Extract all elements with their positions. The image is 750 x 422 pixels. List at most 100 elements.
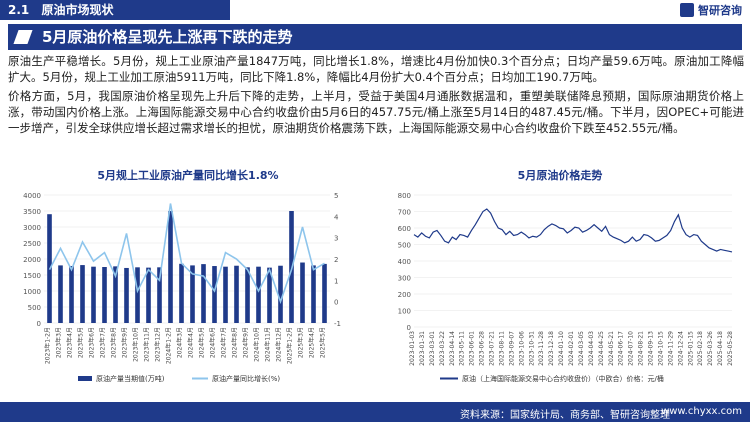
y-right-tick-label: 1 (334, 277, 338, 285)
brand: 智研咨询 (680, 2, 742, 18)
legend-label: 原油（上海国际能源交易中心合约收盘价）（中欧合）价格：元/桶 (462, 374, 664, 383)
y-right-tick-label: 2 (334, 256, 338, 264)
section-title: 原油市场现状 (41, 3, 114, 17)
price-chart: 5月原油价格走势 0 100 200 300 400 500 600 700 800 2023-0… (380, 155, 740, 390)
x-tick-label: 2023年1-2月 (44, 327, 52, 364)
x-tick-label: 2024-02-01 (568, 331, 575, 366)
banner-mark-icon (13, 30, 33, 44)
y-right-tick-label: 3 (334, 235, 338, 243)
bar (157, 267, 162, 323)
headline-title: 5月原油价格呈现先上涨再下跌的走势 (42, 28, 293, 46)
y-right-tick-label: 5 (334, 192, 338, 200)
y-left-tick-label: 1500 (23, 272, 41, 280)
x-tick-label: 2024-09-13 (648, 331, 655, 366)
bar (113, 266, 118, 323)
headline-banner: 5月原油价格呈现先上涨再下跌的走势 (8, 24, 742, 50)
x-tick-label: 2024-03-05 (578, 331, 585, 366)
x-tick-label: 2024年5月 (198, 327, 206, 358)
y-right-tick-label: 4 (334, 213, 339, 221)
bar (146, 267, 151, 323)
x-tick-label: 2025-02-18 (697, 331, 704, 366)
y-left-tick-label: 0 (37, 320, 41, 328)
x-tick-label: 2025年1-2月 (286, 327, 294, 364)
bar (179, 263, 184, 323)
bar (69, 266, 74, 323)
growth-line (48, 203, 325, 305)
legend-label-line: 原油产量同比增长(%) (212, 374, 280, 383)
bar (212, 266, 217, 323)
bar (311, 265, 316, 323)
bar (190, 265, 195, 323)
x-tick-label: 2024-05-21 (608, 331, 615, 366)
x-tick-label: 2023年7月 (99, 327, 107, 358)
production-chart: 5月规上工业原油产量同比增长1.8% 0 500 1000 1500 2000 2500 3… (8, 155, 368, 390)
x-tick-label: 2024-12-24 (677, 331, 684, 366)
x-tick-label: 2023-05-11 (459, 331, 466, 366)
production-chart-svg: 0 500 1000 1500 2000 2500 3000 3500 4000 -1 0 1 2 3 4 5… (23, 192, 341, 383)
bar (223, 266, 228, 323)
x-tick-label: 2024年11月 (264, 327, 272, 362)
x-tick-label: 2023-07-21 (489, 331, 496, 366)
bar (201, 264, 206, 323)
x-tick-label: 2023-04-14 (449, 331, 456, 366)
section-tag: 2.1 原油市场现状 (0, 0, 230, 20)
y-tick-label: 600 (398, 225, 411, 233)
footer-source: 资料来源：国家统计局、商务部、智研咨询整理 (460, 410, 670, 421)
y-right-tick-label: 0 (334, 299, 338, 307)
x-tick-label: 2024-01-10 (558, 331, 565, 366)
y-tick-label: 700 (398, 209, 411, 217)
x-tick-label: 2023年12月 (154, 327, 162, 362)
x-tick-label: 2024-10-15 (657, 331, 664, 366)
x-tick-label: 2025年5月 (319, 327, 327, 358)
x-tick-label: 2024年10月 (253, 327, 261, 362)
legend-label-bar: 原油产量当期值(万吨) (96, 374, 165, 383)
x-tick-label: 2024-04-03 (588, 331, 595, 366)
x-tick-label: 2024年12月 (275, 327, 283, 362)
x-tick-label: 2025年4月 (308, 327, 316, 358)
x-tick-label: 2025-04-18 (717, 331, 724, 366)
x-tick-label: 2023-10-31 (528, 331, 535, 366)
x-tick-label: 2023年4月 (66, 327, 74, 358)
x-tick-label: 2024年7月 (220, 327, 228, 358)
top-bar: 2.1 原油市场现状 智研咨询 (0, 0, 750, 20)
y-tick-label: 500 (398, 242, 411, 250)
price-line (413, 208, 733, 253)
bar (245, 267, 250, 323)
y-left-tick-label: 4000 (23, 192, 41, 200)
bar (91, 266, 96, 323)
x-tick-label: 2023-03-22 (439, 331, 446, 366)
x-tick-label: 2025-03-26 (707, 331, 714, 366)
y-left-tick-label: 2000 (23, 256, 41, 264)
paragraph-price: 价格方面，5月，我国原油价格呈现先上升后下降的走势，上半月，受益于美国4月通胀数… (8, 89, 744, 135)
x-tick-label: 2023年6月 (88, 327, 96, 358)
x-tick-label: 2024-11-29 (667, 331, 674, 366)
bar (234, 265, 239, 323)
y-tick-label: 100 (398, 308, 411, 316)
x-tick-label: 2023-10-06 (518, 331, 525, 366)
bar (124, 267, 129, 323)
bar (322, 263, 327, 323)
bar (80, 265, 85, 323)
bar (267, 267, 272, 323)
footer-url: www.chyxx.com (661, 406, 742, 417)
x-tick-label: 2023年10月 (132, 327, 140, 362)
y-left-tick-label: 1000 (23, 288, 41, 296)
footer-bar (0, 402, 750, 422)
paragraph-production: 原油生产平稳增长。5月份，规上工业原油产量1847万吨，同比增长1.8%，增速比… (8, 54, 744, 84)
x-tick-label: 2024年4月 (187, 327, 195, 358)
y-left-tick-label: 3500 (23, 208, 41, 216)
x-tick-label: 2023年5月 (77, 327, 85, 358)
y-tick-label: 200 (398, 291, 411, 299)
x-tick-label: 2024-08-21 (638, 331, 645, 366)
x-tick-label: 2024-04-25 (598, 331, 605, 366)
x-tick-label: 2023-06-01 (469, 331, 476, 366)
bar (168, 211, 173, 323)
x-tick-label: 2023-06-28 (479, 331, 486, 366)
y-left-tick-label: 2500 (23, 240, 41, 248)
price-chart-title: 5月原油价格走势 (517, 169, 603, 182)
y-tick-label: 0 (407, 324, 411, 332)
x-tick-label: 2024年3月 (176, 327, 184, 358)
y-tick-label: 300 (398, 275, 411, 283)
bar (300, 262, 305, 323)
